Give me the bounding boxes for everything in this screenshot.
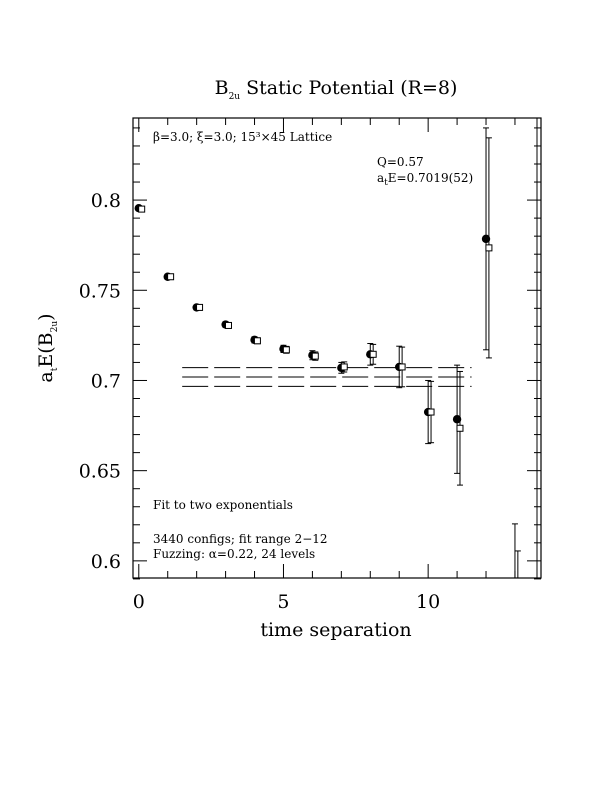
plot-frame	[132, 117, 542, 579]
data-point-square	[515, 582, 521, 588]
data-point-square	[369, 350, 377, 358]
data-point-square	[138, 205, 146, 213]
data-point-square	[167, 273, 175, 281]
data-point-square	[485, 244, 493, 252]
q-annotation: Q=0.57	[377, 155, 424, 169]
data-point-square	[282, 346, 290, 354]
data-point-circle	[452, 415, 462, 424]
data-point-square	[512, 582, 518, 588]
data-point-circle	[481, 234, 491, 244]
data-point-square	[456, 424, 464, 432]
y-tick-label: 0.75	[79, 280, 121, 302]
data-point-square	[196, 303, 204, 311]
y-tick-label: 0.8	[91, 190, 121, 212]
fit-energy-annotation: atE=0.7019(52)	[377, 171, 473, 188]
fit-band	[182, 367, 472, 387]
data-point-square	[224, 321, 232, 329]
y-axis-label: atE(B2u)	[35, 313, 60, 382]
data-points	[134, 127, 521, 588]
chart-title: B2u Static Potential (R=8)	[215, 77, 458, 102]
x-tick-label: 0	[133, 591, 145, 613]
configs-annotation: 3440 configs; fit range 2−12	[153, 532, 328, 546]
tick-labels: 0 5 10 0.6 0.65 0.7 0.75 0.8	[79, 190, 441, 613]
data-point-square	[311, 352, 319, 360]
x-axis-label: time separation	[260, 619, 411, 641]
data-point-square	[398, 363, 406, 371]
y-tick-label: 0.6	[91, 551, 121, 573]
y-tick-label: 0.65	[79, 461, 121, 483]
data-point-square	[427, 408, 435, 416]
axis-ticks	[133, 118, 541, 580]
fit-type-annotation: Fit to two exponentials	[153, 498, 293, 512]
data-point-square	[253, 337, 261, 345]
fuzzing-annotation: Fuzzing: α=0.22, 24 levels	[153, 547, 315, 561]
data-point-square	[340, 363, 348, 371]
x-tick-label: 10	[416, 591, 440, 613]
x-tick-label: 5	[277, 591, 289, 613]
lattice-annotation: β=3.0; ξ=3.0; 15³×45 Lattice	[153, 130, 332, 144]
y-tick-label: 0.7	[91, 370, 121, 392]
